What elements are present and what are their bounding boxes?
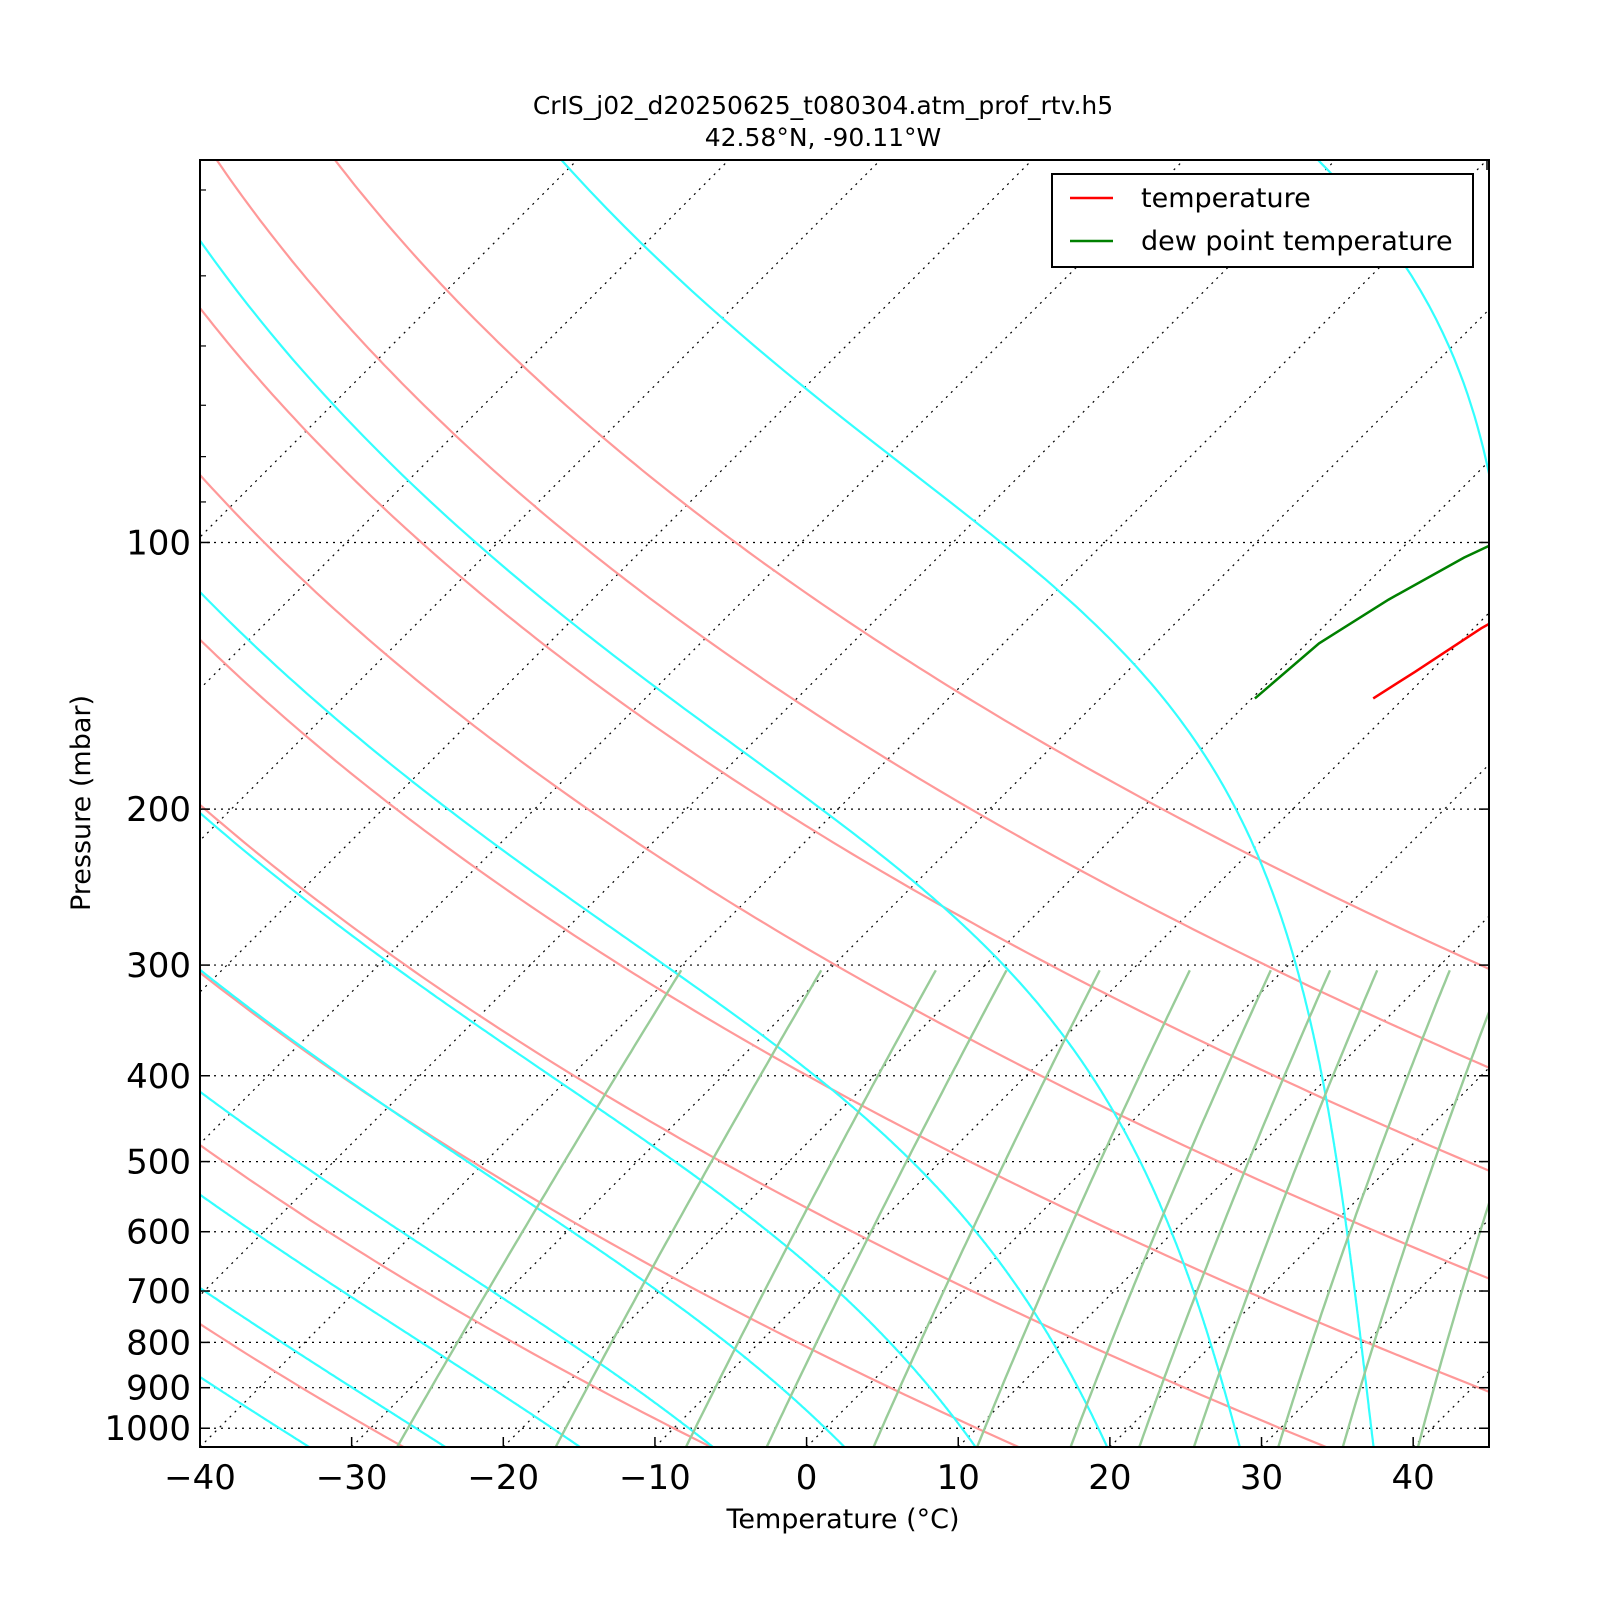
mixing-ratio-line [975, 969, 1191, 1447]
mixing-ratio-line [396, 969, 683, 1447]
isotherm [200, 160, 1336, 1297]
x-tick-label: −20 [467, 1458, 539, 1498]
mixing-ratio-line [1069, 969, 1272, 1447]
mixing-ratio-line [1192, 969, 1379, 1447]
y-tick-label: 300 [126, 946, 191, 986]
isotherm [200, 160, 1185, 1145]
dry-adiabat [200, 638, 1489, 1393]
moist-adiabat [200, 811, 977, 1447]
isotherm [654, 612, 1489, 1447]
moist-adiabat-lines [200, 160, 1489, 1447]
isotherm [806, 763, 1489, 1447]
y-tick-label: 500 [126, 1143, 191, 1183]
chart-title: CrIS_j02_d20250625_t080304.atm_prof_rtv.… [533, 91, 1113, 120]
mixing-ratio-line [1341, 1008, 1489, 1447]
x-tick-label: 10 [937, 1458, 980, 1498]
moist-adiabat [200, 590, 1109, 1447]
dry-adiabat [200, 1143, 712, 1447]
moist-adiabat [1316, 160, 1489, 480]
isotherm [1412, 1370, 1489, 1447]
moist-adiabat [200, 968, 846, 1447]
y-tick-label: 700 [126, 1272, 191, 1312]
x-tick-label: 20 [1088, 1458, 1131, 1498]
x-tick-label: −30 [316, 1458, 388, 1498]
x-axis-label: Temperature (°C) [725, 1504, 959, 1535]
legend-label-temperature: temperature [1141, 183, 1311, 214]
x-tick-label: 30 [1240, 1458, 1283, 1498]
chart-subtitle: 42.58°N, -90.11°W [705, 123, 941, 152]
dry-adiabat [200, 473, 1489, 1280]
y-axis-label: Pressure (mbar) [66, 695, 97, 911]
isotherm [957, 915, 1489, 1447]
legend-box [1051, 173, 1474, 268]
x-tick-label: 0 [796, 1458, 818, 1498]
mixing-ratio-line [1277, 969, 1451, 1447]
x-tick-label: −10 [619, 1458, 691, 1498]
isotherm [351, 308, 1489, 1447]
plot-frame [199, 159, 1490, 1448]
x-tick-label: 40 [1392, 1458, 1435, 1498]
data-series [1254, 544, 1489, 700]
mixing-ratio-line [1138, 969, 1332, 1447]
isotherm [502, 460, 1489, 1447]
y-tick-label: 900 [126, 1369, 191, 1409]
series-line-dewpoint [1254, 544, 1489, 700]
isotherm [200, 160, 881, 842]
mixing-ratio-lines [396, 969, 1600, 1447]
y-tick-label: 800 [126, 1323, 191, 1363]
dry-adiabat [200, 971, 1019, 1447]
isotherm [200, 160, 1488, 1447]
grid-lines [200, 160, 1600, 1447]
x-tick-label: −40 [164, 1458, 236, 1498]
mixing-ratio-line [554, 969, 823, 1447]
moist-adiabat [200, 1090, 714, 1447]
x-axis-ticks: −40 −30 −20 −10 0 10 20 30 40 [164, 160, 1488, 1498]
dry-adiabat [215, 160, 1489, 1069]
y-tick-label: 400 [126, 1057, 191, 1097]
mixing-ratio-line [1554, 970, 1600, 1447]
dry-adiabat [200, 803, 1327, 1447]
dry-adiabat [200, 1322, 404, 1447]
legend-label-dewpoint: dew point temperature [1141, 226, 1453, 257]
moist-adiabat [200, 1286, 446, 1447]
isotherm [1565, 160, 1600, 1447]
moist-adiabat [200, 238, 1241, 1447]
dry-adiabat [200, 306, 1489, 1172]
y-tick-label: 100 [126, 523, 191, 563]
moist-adiabat [559, 160, 1375, 1447]
moist-adiabat [200, 1375, 310, 1447]
isotherm [1109, 1067, 1489, 1447]
moist-adiabat [200, 1193, 581, 1447]
dry-adiabat [333, 160, 1489, 971]
legend: temperature dew point temperature [1051, 173, 1474, 268]
mixing-ratio-line [1416, 1199, 1489, 1447]
mixing-ratio-line [765, 969, 1008, 1447]
mixing-ratio-line [1494, 970, 1600, 1447]
y-tick-label: 1000 [104, 1409, 191, 1449]
y-tick-label: 600 [126, 1213, 191, 1253]
mixing-ratio-line [684, 969, 937, 1447]
mixing-ratio-line [872, 969, 1101, 1447]
series-line-temperature [1372, 622, 1489, 700]
dry-adiabat-lines [200, 160, 1489, 1447]
y-tick-label: 200 [126, 790, 191, 830]
